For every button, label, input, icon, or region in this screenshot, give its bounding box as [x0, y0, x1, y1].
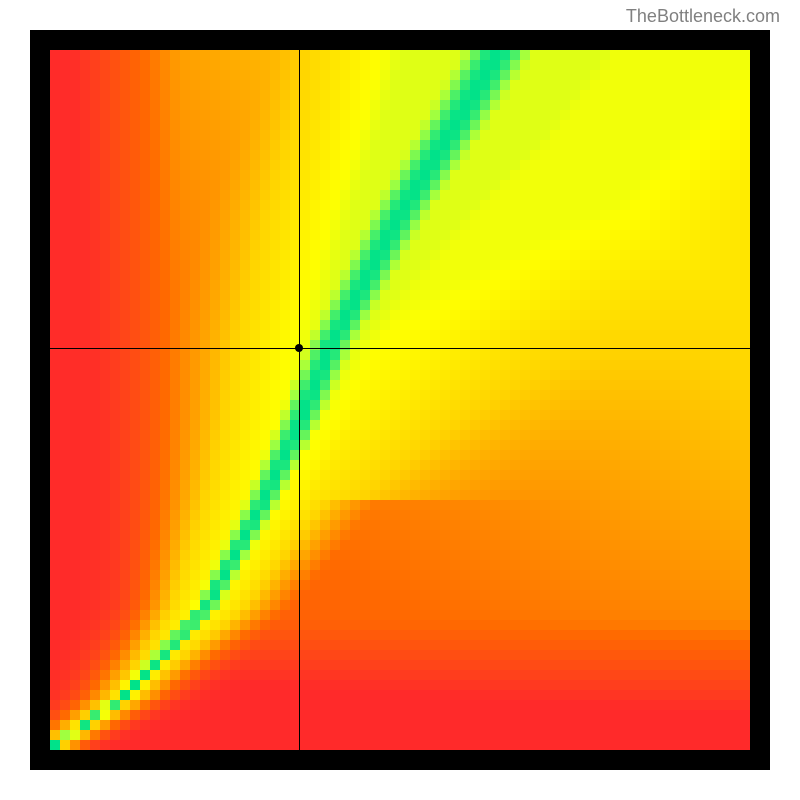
- heatmap-canvas: [50, 50, 750, 750]
- crosshair-vertical: [299, 50, 300, 750]
- crosshair-horizontal: [50, 348, 750, 349]
- watermark-text: TheBottleneck.com: [626, 6, 780, 27]
- marker-dot: [295, 344, 303, 352]
